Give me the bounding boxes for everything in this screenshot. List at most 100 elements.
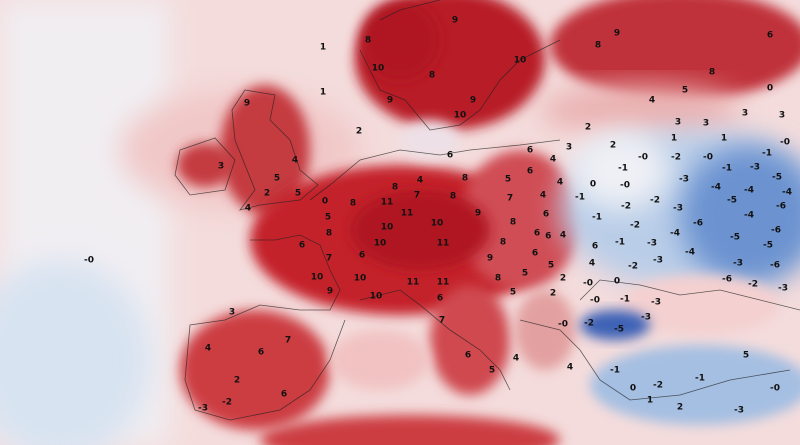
anomaly-value-label: 2: [610, 141, 616, 151]
anomaly-value-label: 10: [431, 219, 444, 229]
anomaly-value-label: -1: [695, 374, 705, 384]
anomaly-value-label: 5: [505, 175, 511, 185]
anomaly-value-label: -3: [679, 175, 689, 185]
anomaly-value-label: -4: [711, 183, 721, 193]
anomaly-value-label: 3: [566, 143, 572, 153]
anomaly-value-label: -0: [558, 320, 568, 330]
anomaly-value-label: -0: [583, 279, 593, 289]
anomaly-value-label: 4: [550, 155, 556, 165]
anomaly-value-label: 6: [465, 351, 471, 361]
anomaly-value-label: 10: [354, 274, 367, 284]
anomaly-value-label: 3: [229, 308, 235, 318]
anomaly-value-label: 4: [513, 354, 519, 364]
anomaly-value-label: 6: [359, 251, 365, 261]
anomaly-value-label: -6: [770, 261, 780, 271]
anomaly-value-label: 2: [550, 289, 556, 299]
anomaly-value-label: 1: [647, 396, 653, 406]
anomaly-value-label: 6: [527, 167, 533, 177]
anomaly-value-label: 7: [414, 191, 420, 201]
anomaly-value-label: -3: [198, 404, 208, 414]
anomaly-value-label: -6: [693, 219, 703, 229]
anomaly-value-label: -2: [650, 196, 660, 206]
anomaly-value-label: -3: [651, 298, 661, 308]
anomaly-value-label: -1: [762, 149, 772, 159]
anomaly-value-label: 11: [437, 239, 450, 249]
anomaly-value-label: 8: [709, 68, 715, 78]
anomaly-value-label: 4: [540, 191, 546, 201]
anomaly-value-label: -3: [734, 406, 744, 416]
anomaly-value-label: -3: [647, 239, 657, 249]
anomaly-value-label: 8: [326, 229, 332, 239]
anomaly-value-label: -2: [748, 280, 758, 290]
anomaly-value-label: 11: [437, 278, 450, 288]
anomaly-value-label: 4: [649, 96, 655, 106]
anomaly-value-label: 0: [767, 84, 773, 94]
anomaly-value-label: 5: [489, 366, 495, 376]
anomaly-value-label: 9: [470, 96, 476, 106]
anomaly-value-label: -1: [618, 164, 628, 174]
anomaly-value-label: 5: [548, 261, 554, 271]
anomaly-value-label: 3: [218, 162, 224, 172]
anomaly-value-label: 11: [381, 198, 394, 208]
anomaly-value-label: -0: [703, 153, 713, 163]
anomaly-value-label: 7: [439, 316, 445, 326]
anomaly-value-label: -4: [670, 229, 680, 239]
anomaly-value-label: 8: [510, 218, 516, 228]
anomaly-value-label: -6: [722, 275, 732, 285]
anomaly-value-label: 4: [245, 204, 251, 214]
anomaly-value-label: 3: [742, 109, 748, 119]
anomaly-value-label: 0: [614, 277, 620, 287]
anomaly-value-label: 2: [356, 127, 362, 137]
anomaly-value-label: -2: [222, 398, 232, 408]
anomaly-value-label: 5: [325, 213, 331, 223]
anomaly-value-label: -2: [628, 262, 638, 272]
anomaly-value-label: 6: [258, 348, 264, 358]
anomaly-value-label: -1: [615, 238, 625, 248]
anomaly-value-label: 2: [585, 123, 591, 133]
anomaly-value-label: -0: [770, 384, 780, 394]
anomaly-value-label: 10: [381, 223, 394, 233]
anomaly-value-label: -5: [730, 233, 740, 243]
anomaly-value-label: -1: [610, 366, 620, 376]
anomaly-value-label: 8: [350, 199, 356, 209]
anomaly-value-label: 5: [510, 288, 516, 298]
anomaly-value-label: 4: [292, 156, 298, 166]
anomaly-value-label: 6: [767, 31, 773, 41]
anomaly-value-label: -3: [733, 259, 743, 269]
anomaly-value-label: 8: [495, 274, 501, 284]
anomaly-value-label: 9: [452, 16, 458, 26]
anomaly-value-label: 10: [311, 273, 324, 283]
anomaly-value-label: -6: [771, 226, 781, 236]
anomaly-value-label: -3: [653, 256, 663, 266]
anomaly-value-label: 0: [630, 384, 636, 394]
anomaly-value-label: -5: [727, 196, 737, 206]
anomaly-value-label: -5: [614, 325, 624, 335]
anomaly-value-label: 6: [532, 249, 538, 259]
anomaly-value-label: 2: [560, 274, 566, 284]
anomaly-value-label: -0: [84, 256, 94, 266]
anomaly-value-label: 6: [299, 241, 305, 251]
anomaly-value-label: 6: [592, 242, 598, 252]
anomaly-value-label: 6: [545, 232, 551, 242]
anomaly-value-label: 10: [514, 56, 527, 66]
anomaly-value-label: 9: [487, 254, 493, 264]
anomaly-value-label: -2: [653, 381, 663, 391]
anomaly-value-label: -0: [638, 153, 648, 163]
anomaly-value-label: 2: [677, 403, 683, 413]
anomaly-value-label: -2: [621, 202, 631, 212]
anomaly-value-label: 5: [743, 351, 749, 361]
anomaly-value-label: -0: [620, 181, 630, 191]
anomaly-value-label: -6: [776, 202, 786, 212]
anomaly-value-label: -4: [744, 186, 754, 196]
anomaly-value-label: -4: [744, 211, 754, 221]
anomaly-value-label: 8: [392, 183, 398, 193]
anomaly-value-label: 11: [407, 278, 420, 288]
anomaly-value-label: -3: [641, 313, 651, 323]
anomaly-value-label: 7: [507, 194, 513, 204]
anomaly-value-label: 0: [322, 197, 328, 207]
anomaly-value-label: -2: [630, 221, 640, 231]
anomaly-value-label: 5: [522, 269, 528, 279]
anomaly-value-label: 8: [450, 192, 456, 202]
